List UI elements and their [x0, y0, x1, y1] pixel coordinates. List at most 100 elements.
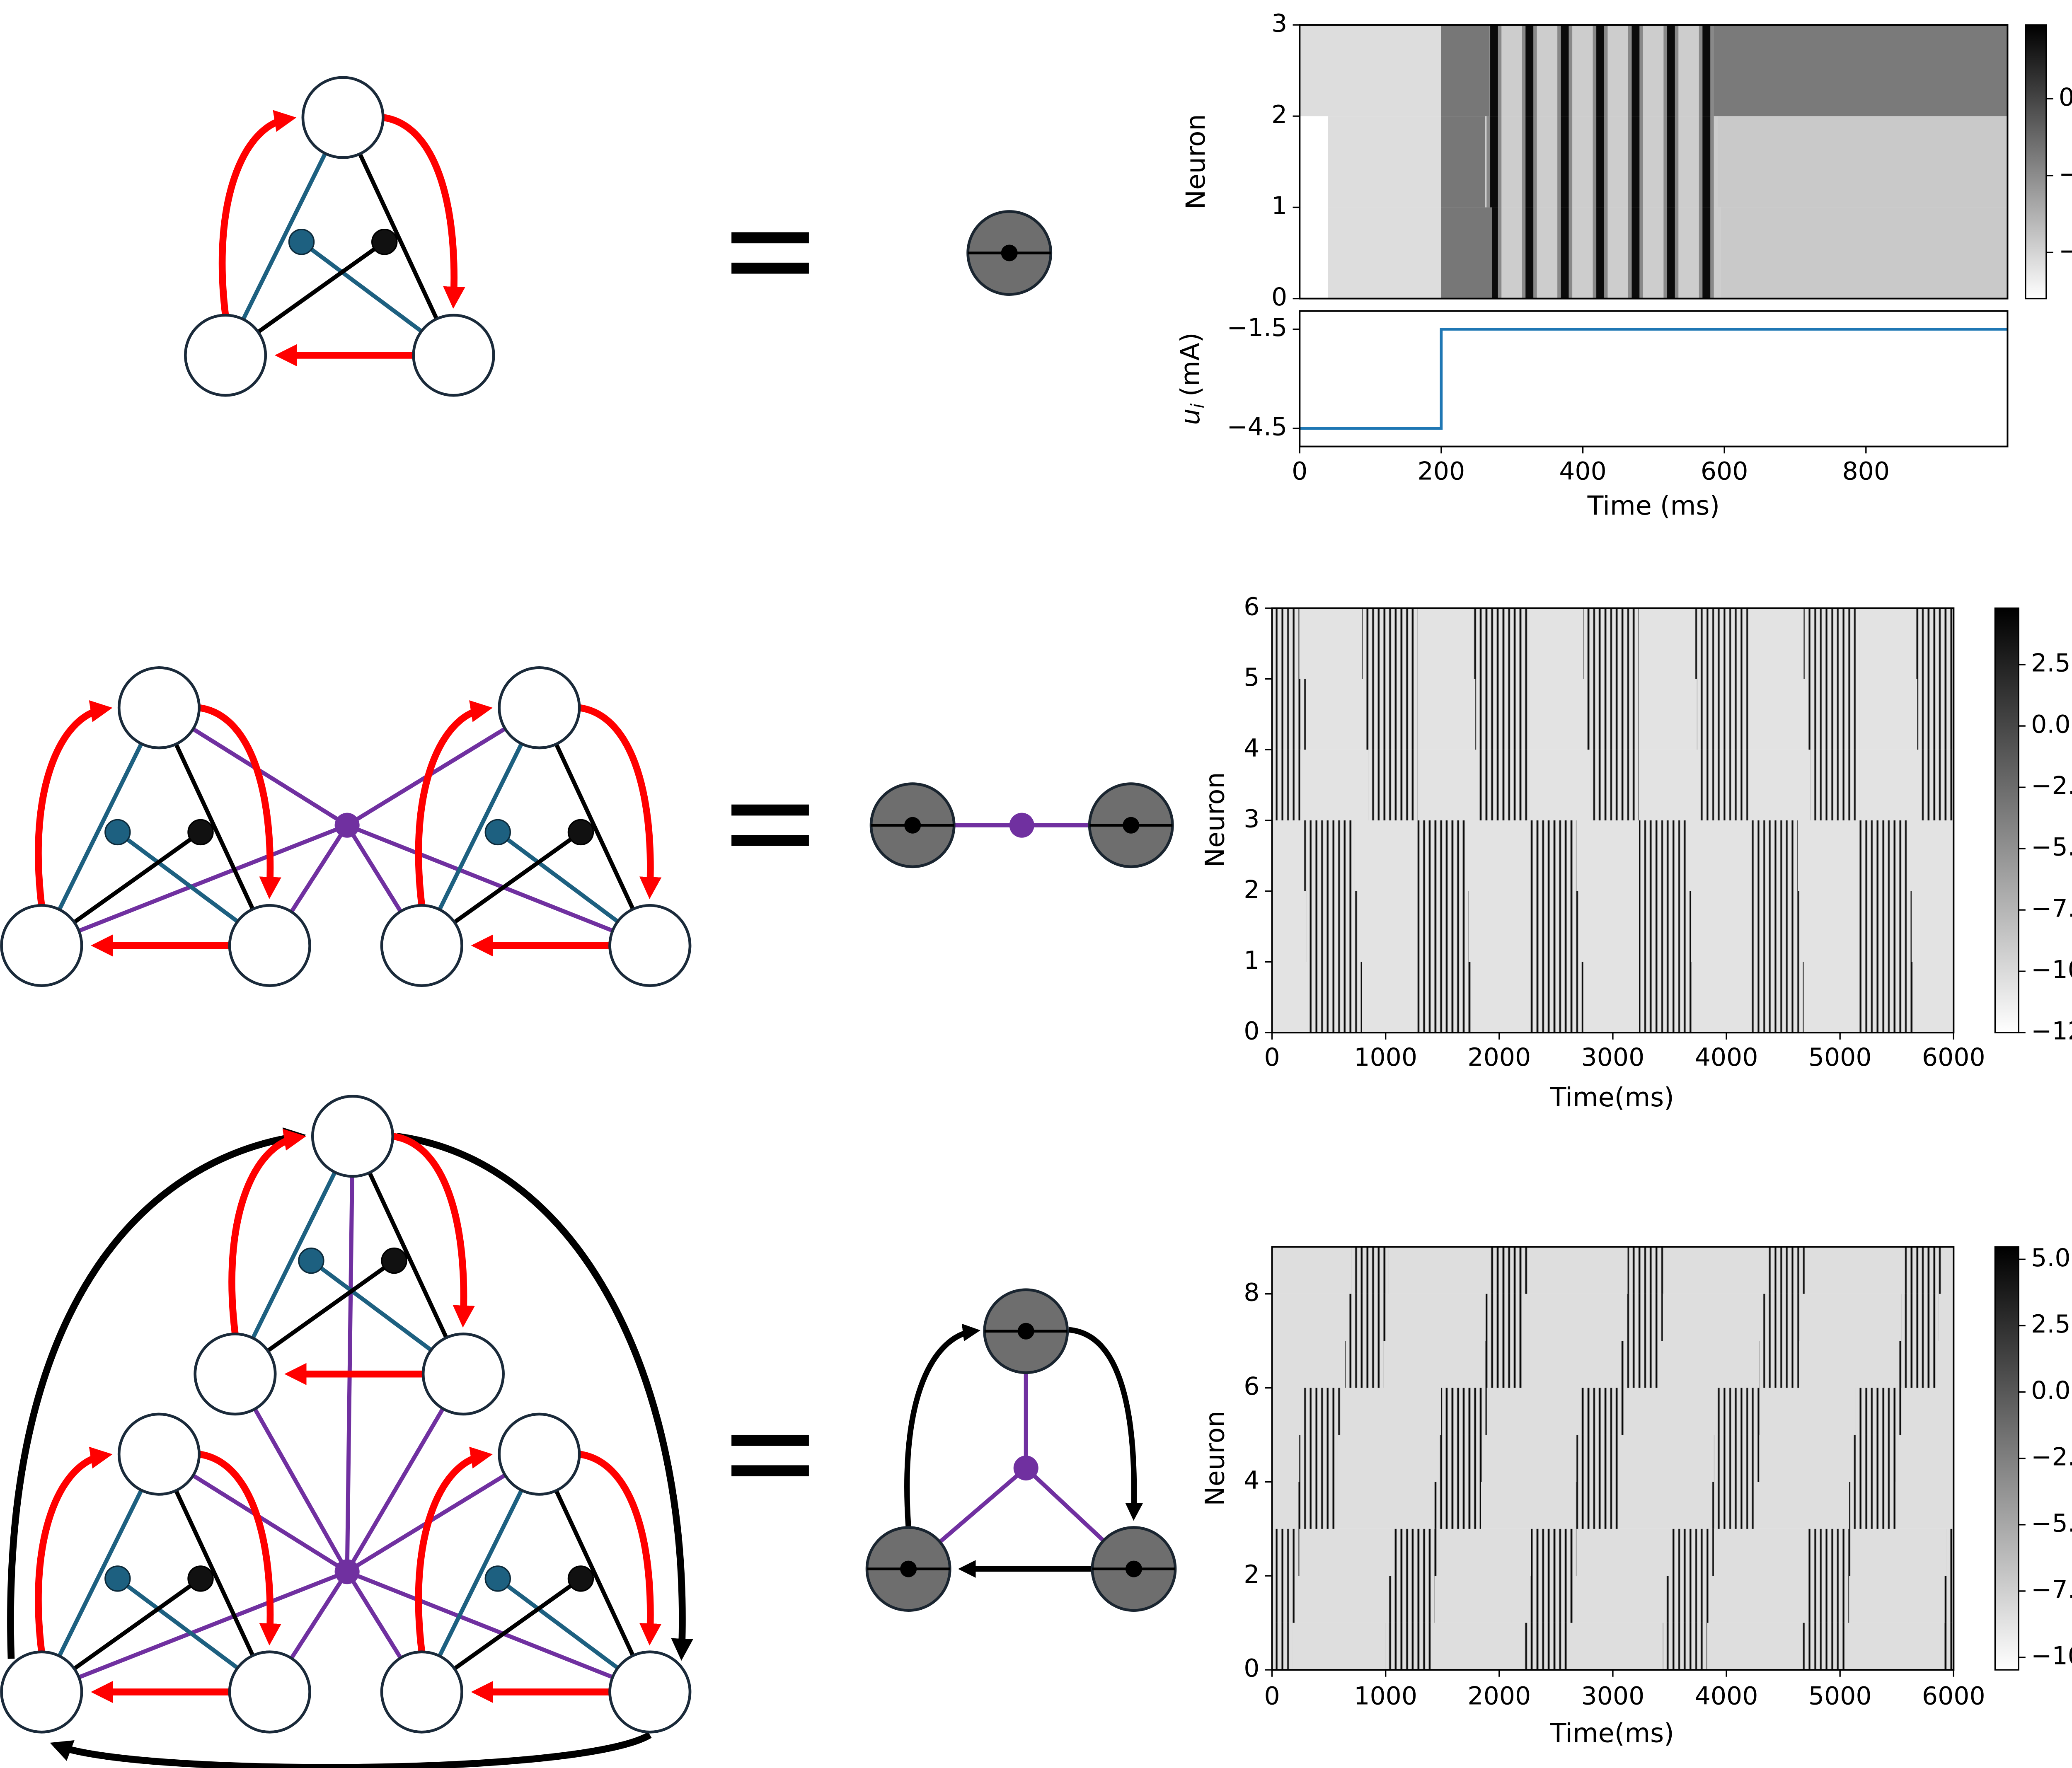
y-tick-label: 4 — [1244, 1466, 1259, 1495]
spike-burst — [1365, 679, 1418, 750]
heat-cell — [1441, 116, 1485, 208]
spike-burst — [1805, 1576, 1849, 1623]
x-tick-label: 1000 — [1354, 1681, 1417, 1710]
spike-burst — [1479, 750, 1528, 821]
colorbar-tick-label: 0 — [2059, 83, 2072, 112]
spike-burst — [1272, 1576, 1296, 1623]
spike-burst — [1627, 1247, 1666, 1294]
reduced-node — [1089, 784, 1172, 867]
hub-node — [334, 1559, 360, 1584]
heat-cell — [1441, 207, 1492, 299]
spike-burst — [1810, 750, 1859, 821]
spike-burst — [1272, 750, 1301, 821]
heat-cell — [1272, 1623, 1954, 1670]
triangle-module — [382, 668, 690, 985]
spike-burst — [1639, 891, 1692, 962]
spike-burst — [1914, 608, 1954, 679]
x-tick-label: 3000 — [1581, 1681, 1645, 1710]
spike-burst — [1859, 962, 1914, 1033]
triangle-module — [382, 1414, 690, 1732]
x-tick-label: 3000 — [1581, 1043, 1645, 1072]
heat-cell — [1441, 25, 1490, 116]
reduced-node — [867, 1528, 950, 1611]
spike-burst — [1272, 1623, 1293, 1670]
x-tick-label: 4000 — [1695, 1681, 1758, 1710]
spike-burst — [1749, 820, 1798, 891]
y-tick-label: 0 — [1244, 1654, 1259, 1683]
spike-burst — [1639, 820, 1688, 891]
spike-burst — [1590, 750, 1639, 821]
chart: 2.50.0−2.5−5.0−7.5−10.0−12.5Membrane Vol… — [1200, 593, 2072, 1113]
spike-burst — [1392, 1529, 1438, 1576]
spike-burst — [1389, 1576, 1435, 1623]
y-tick-label: 3 — [1244, 805, 1259, 834]
equals-sign — [731, 804, 809, 846]
y-axis-label: Neuron — [1180, 114, 1211, 209]
x-tick-label: 4000 — [1695, 1043, 1758, 1072]
x-tick-label: 5000 — [1808, 1043, 1872, 1072]
triangle-module — [185, 77, 494, 395]
x-tick-label: 6000 — [1922, 1043, 1985, 1072]
heat-cell — [1300, 116, 1328, 208]
spike-burst — [1485, 116, 1718, 208]
spike-burst — [1296, 1482, 1336, 1529]
spike-burst — [1524, 1623, 1570, 1670]
heat-cell — [1272, 891, 1954, 962]
y-tick-label: 6 — [1244, 1372, 1259, 1401]
colorbar-tick-label: −10 — [2059, 237, 2072, 266]
heat-cell — [1300, 25, 1441, 116]
spike-burst — [1901, 1294, 1939, 1341]
heat-cell — [1328, 116, 1441, 208]
colorbar — [2025, 24, 2047, 300]
x-tick-label: 600 — [1701, 457, 1748, 486]
triangle-module — [2, 1414, 310, 1732]
spike-burst — [1666, 1576, 1711, 1623]
spike-burst — [1492, 207, 1721, 299]
spike-burst — [1299, 1434, 1338, 1482]
spike-burst — [1385, 1623, 1431, 1670]
spike-burst — [1670, 1529, 1714, 1576]
reduced-arrows — [904, 1323, 1143, 1578]
y-axis-label: Neuron — [1200, 1411, 1230, 1506]
spike-burst — [1306, 891, 1358, 962]
x-tick-label: 400 — [1559, 457, 1607, 486]
hub-node — [1013, 1456, 1038, 1481]
reduced-node — [968, 211, 1051, 294]
x-tick-label: 5000 — [1808, 1681, 1872, 1710]
spike-burst — [1576, 1434, 1621, 1482]
y-tick-label: 8 — [1244, 1278, 1259, 1307]
x-tick-label: 0 — [1292, 457, 1307, 486]
reduced-node — [1092, 1528, 1175, 1611]
x-tick-label: 2000 — [1467, 1681, 1531, 1710]
x-tick-label: 0 — [1264, 1681, 1280, 1710]
heat-cell — [1272, 1576, 1954, 1623]
y-tick-label: 4 — [1244, 734, 1259, 763]
spike-burst — [1586, 679, 1639, 750]
colorbar-tick-label: −2.5 — [2031, 772, 2072, 801]
y-tick-label: 2 — [1244, 1560, 1259, 1589]
spike-burst — [1472, 608, 1528, 679]
charts: 0−5−10Membrane Voltage (mV)0123Neuron−1.… — [1175, 9, 2072, 1749]
y-tick-label: 3 — [1271, 9, 1287, 38]
spike-burst — [1573, 1482, 1619, 1529]
spike-burst — [1272, 608, 1300, 679]
equals-sign — [731, 232, 809, 274]
spike-burst — [1272, 1529, 1300, 1576]
spike-burst — [1434, 1482, 1481, 1529]
colorbar-tick-label: 0.0 — [2031, 710, 2071, 739]
spike-burst — [1807, 679, 1859, 750]
colorbar-tick-label: −7.5 — [2031, 1575, 2072, 1604]
colorbar-tick-label: −5.0 — [2031, 1509, 2072, 1538]
spike-burst — [1489, 25, 1714, 116]
spike-burst — [1639, 962, 1694, 1033]
spike-burst — [1621, 1341, 1661, 1388]
spike-burst — [1348, 1294, 1386, 1341]
heat-cell — [1300, 207, 1328, 299]
spike-burst — [1859, 891, 1912, 962]
x-tick-label: 0 — [1264, 1043, 1280, 1072]
colorbar-tick-label: 0.0 — [2031, 1376, 2071, 1405]
spike-burst — [1697, 679, 1749, 750]
spike-burst — [1362, 608, 1418, 679]
spike-burst — [1304, 820, 1355, 891]
